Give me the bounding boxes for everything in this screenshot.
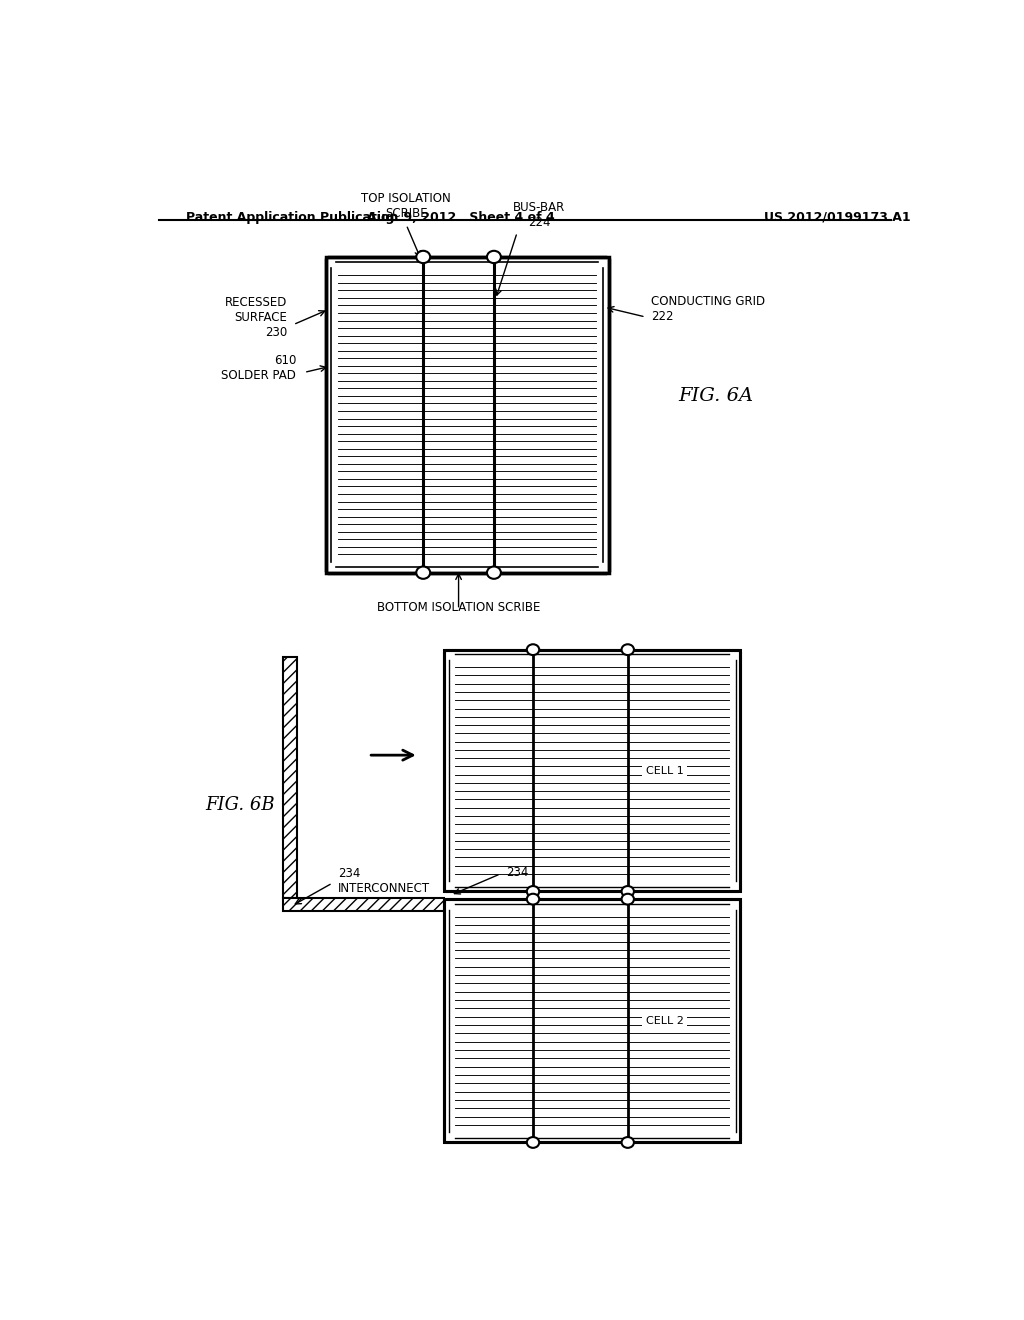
Text: 610
SOLDER PAD: 610 SOLDER PAD [221,354,296,381]
Text: CELL 2: CELL 2 [645,1016,683,1026]
Text: CONDUCTING GRID
222: CONDUCTING GRID 222 [651,296,765,323]
Ellipse shape [526,894,540,904]
Text: 234
INTERCONNECT: 234 INTERCONNECT [338,867,430,895]
Bar [444,649,740,891]
Text: 234: 234 [506,866,528,879]
Text: FIG. 6B: FIG. 6B [206,796,275,814]
Text: Patent Application Publication: Patent Application Publication [186,211,398,224]
Ellipse shape [526,886,540,896]
Text: Aug. 9, 2012   Sheet 4 of 4: Aug. 9, 2012 Sheet 4 of 4 [368,211,555,224]
Text: FIG. 6A: FIG. 6A [678,387,754,404]
Ellipse shape [526,644,540,655]
Text: TOP ISOLATION
SCRIBE: TOP ISOLATION SCRIBE [361,191,451,220]
Bar [283,898,444,911]
Text: RECESSED
SURFACE
230: RECESSED SURFACE 230 [224,296,287,338]
Ellipse shape [622,644,634,655]
Ellipse shape [622,894,634,904]
Ellipse shape [487,251,501,263]
Bar [283,657,297,898]
Ellipse shape [487,566,501,578]
Bar [444,899,740,1143]
Ellipse shape [622,886,634,896]
Text: US 2012/0199173 A1: US 2012/0199173 A1 [764,211,910,224]
Text: CELL 1: CELL 1 [645,766,683,776]
Ellipse shape [416,566,430,578]
Bar [326,257,608,573]
Ellipse shape [526,1137,540,1148]
Text: BUS-BAR
224: BUS-BAR 224 [513,201,565,230]
Text: BOTTOM ISOLATION SCRIBE: BOTTOM ISOLATION SCRIBE [377,601,541,614]
Ellipse shape [622,1137,634,1148]
Ellipse shape [416,251,430,263]
